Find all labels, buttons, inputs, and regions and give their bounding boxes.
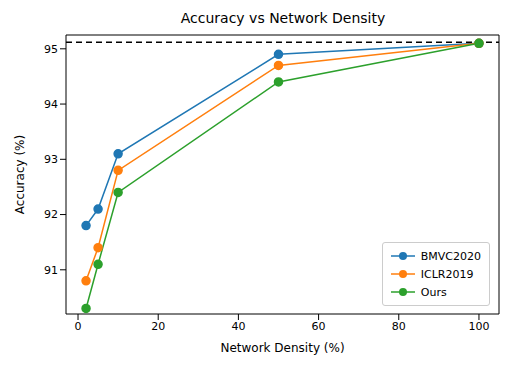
svg-text:95: 95	[44, 43, 58, 56]
html-text:Accuracy vs Network Density: Accuracy vs Network Density	[180, 10, 386, 26]
svg-text:94: 94	[44, 98, 58, 111]
svg-text:100: 100	[468, 320, 489, 333]
html-text:ICLR2019: ICLR2019	[420, 267, 474, 281]
svg-text:40: 40	[231, 320, 245, 333]
svg-text:91: 91	[44, 264, 58, 277]
svg-text:20: 20	[151, 320, 165, 333]
svg-text:60: 60	[312, 320, 326, 333]
svg-text:Accuracy (%): Accuracy (%)	[13, 135, 27, 214]
svg-text:92: 92	[44, 208, 58, 221]
html-text:BMVC2020: BMVC2020	[420, 249, 481, 263]
svg-text:80: 80	[392, 320, 406, 333]
html-text:Ours: Ours	[420, 285, 447, 299]
svg-text:Network Density (%): Network Density (%)	[220, 341, 344, 355]
svg-text:0: 0	[75, 320, 82, 333]
svg-text:93: 93	[44, 153, 58, 166]
